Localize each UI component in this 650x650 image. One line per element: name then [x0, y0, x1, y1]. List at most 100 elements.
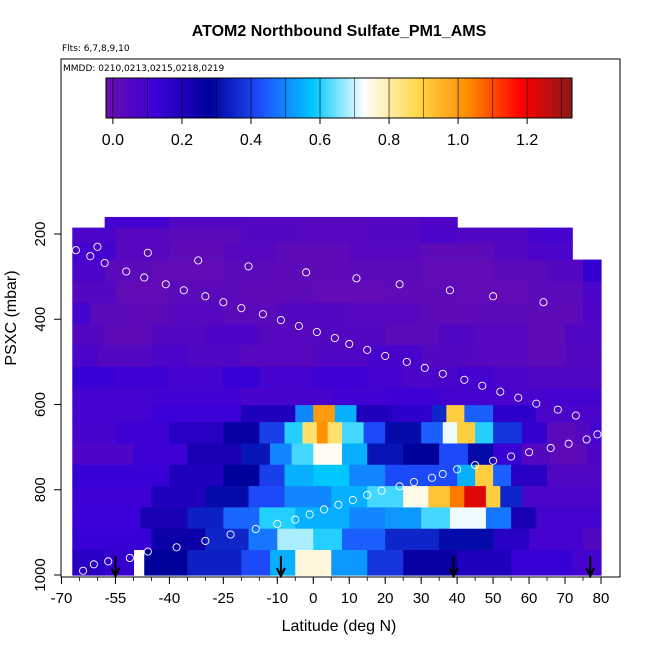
- y-tick-label: 600: [32, 392, 49, 417]
- heatmap-cell: [475, 464, 494, 487]
- heatmap-cell: [316, 421, 329, 444]
- heatmap-cell: [331, 485, 368, 508]
- heatmap-cell: [349, 302, 422, 325]
- heatmap-cell: [385, 528, 440, 551]
- heatmap-cell: [169, 302, 224, 325]
- heatmap-cell: [115, 421, 170, 444]
- heatmap-cell: [144, 549, 188, 576]
- heatmap-cell: [342, 421, 365, 444]
- sample-marker: [201, 292, 210, 301]
- heatmap-cell: [259, 323, 314, 346]
- colorbar-tick-label: 0.0: [102, 132, 124, 149]
- heatmap-cell: [313, 442, 343, 465]
- sample-marker: [363, 345, 372, 354]
- heatmap-cell: [475, 323, 530, 346]
- sample-marker: [143, 547, 152, 556]
- heatmap-cell: [550, 442, 588, 465]
- colorbar-tick-label: 0.8: [378, 132, 400, 149]
- flight-arrows: [110, 556, 596, 579]
- y-tick-label: 200: [32, 221, 49, 246]
- sample-marker: [244, 262, 253, 271]
- heatmap-cell: [72, 549, 106, 576]
- heatmap-cell: [421, 506, 451, 529]
- heatmap-cell: [590, 421, 602, 444]
- x-axis-label: Latitude (deg N): [282, 618, 397, 635]
- heatmap-cell: [449, 485, 465, 508]
- heatmap-cell: [356, 404, 393, 423]
- heatmap-cell: [442, 421, 458, 444]
- heatmap-cell: [367, 344, 422, 367]
- sample-marker: [348, 495, 357, 505]
- heatmap-cell: [349, 464, 386, 487]
- heatmap-cell: [363, 421, 386, 444]
- heatmap-cell: [457, 421, 476, 444]
- heatmap-cell: [547, 464, 602, 487]
- sample-marker: [546, 443, 555, 453]
- heatmap-cell: [72, 227, 117, 244]
- heatmap-cell: [331, 387, 386, 406]
- heatmap-cell: [529, 366, 602, 389]
- heatmap-cell: [72, 259, 106, 282]
- sample-marker: [363, 490, 372, 499]
- sample-marker: [489, 456, 498, 465]
- heatmap-cell: [575, 421, 591, 444]
- heatmap-cell: [421, 344, 476, 367]
- sample-marker: [89, 560, 98, 569]
- heatmap-cell: [140, 506, 188, 529]
- heatmap-cell: [133, 302, 170, 325]
- heatmap-cell: [421, 302, 476, 325]
- sample-marker: [294, 322, 303, 331]
- heatmap-cell: [72, 242, 117, 261]
- heatmap-cell: [475, 421, 494, 444]
- heatmap-cell: [241, 216, 296, 229]
- heatmap-cell: [475, 302, 530, 325]
- heatmap-cell: [403, 549, 458, 576]
- sample-marker: [86, 252, 95, 261]
- heatmap-cell: [104, 549, 135, 576]
- heatmap-cell: [277, 528, 314, 551]
- heatmap-cell: [583, 302, 602, 325]
- heatmap-cell: [421, 259, 494, 282]
- heatmap-cell: [72, 464, 170, 487]
- heatmap-cell: [169, 366, 224, 389]
- heatmap-cells: [72, 216, 602, 576]
- colorbar-tick-label: 0.6: [309, 132, 331, 149]
- sample-marker: [201, 536, 210, 545]
- sample-marker: [564, 439, 573, 448]
- sample-marker: [276, 316, 285, 325]
- sample-marker: [582, 435, 591, 444]
- heatmap-cell: [295, 216, 368, 229]
- heatmap-cell: [547, 259, 584, 282]
- heatmap-cell: [367, 216, 422, 229]
- sample-marker: [334, 500, 343, 509]
- heatmap-cell: [511, 464, 548, 487]
- sample-marker: [507, 452, 516, 461]
- heatmap-cell: [493, 421, 523, 444]
- colorbar-ticks: 0.0 0.2 0.4 0.6 0.8 1.0 1.2: [102, 78, 562, 149]
- sample-marker: [478, 381, 487, 390]
- sample-marker: [71, 246, 80, 255]
- heatmap-cell: [464, 485, 487, 508]
- x-tick-label: 60: [521, 590, 538, 607]
- heatmap-cell: [72, 421, 117, 444]
- heatmap-cell: [104, 216, 170, 229]
- heatmap-cell: [342, 528, 386, 551]
- heatmap-cell: [241, 227, 296, 244]
- sample-marker: [161, 280, 170, 289]
- sample-marker: [320, 505, 329, 514]
- x-tick-label: 70: [557, 590, 574, 607]
- heatmap-cell: [313, 528, 343, 551]
- heatmap-cell: [90, 302, 135, 325]
- heatmap-cell: [511, 549, 573, 576]
- heatmap-cell: [277, 242, 350, 261]
- flight-arrow-head: [110, 567, 121, 579]
- sample-marker: [345, 339, 354, 349]
- sample-marker: [460, 375, 469, 384]
- sample-marker: [514, 393, 523, 402]
- heatmap-cell: [241, 280, 314, 303]
- heatmap-cell: [583, 259, 602, 282]
- heatmap-cell: [529, 280, 584, 303]
- heatmap-cell: [313, 464, 350, 487]
- heatmap-cell: [464, 404, 494, 423]
- sample-marker: [219, 298, 228, 307]
